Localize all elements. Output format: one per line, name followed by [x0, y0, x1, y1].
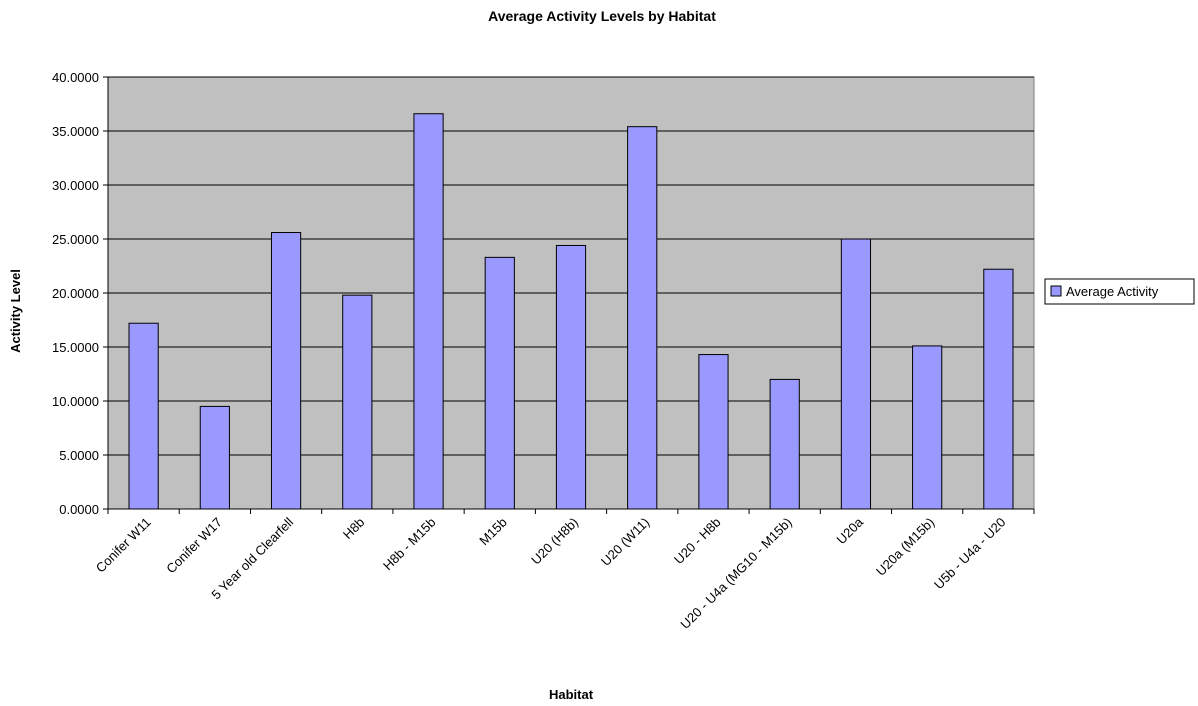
bar — [342, 294, 373, 510]
y-tick-label: 35.0000 — [52, 124, 99, 139]
y-tick-label: 5.0000 — [59, 448, 99, 463]
bar — [270, 232, 302, 510]
x-tick-label: M15b — [476, 515, 510, 549]
bars — [128, 113, 1014, 510]
x-tick-label: U20a — [833, 514, 866, 547]
x-tick-label: Conifer W17 — [163, 515, 225, 577]
bar — [555, 244, 587, 510]
bar — [840, 238, 872, 510]
x-tick-label: U5b - U4a - U20 — [931, 515, 1009, 593]
y-tick-label: 30.0000 — [52, 178, 99, 193]
y-tick-label: 10.0000 — [52, 394, 99, 409]
axes — [103, 76, 1035, 514]
y-tick-label: 40.0000 — [52, 70, 99, 85]
gridlines — [108, 76, 1034, 456]
bar — [413, 113, 444, 510]
y-tick-label: 25.0000 — [52, 232, 99, 247]
x-tick-label: U20a (M15b) — [873, 515, 937, 579]
x-tick-label: Conifer W11 — [93, 515, 154, 576]
x-tick-label: U20 - H8b — [671, 515, 724, 568]
bar — [627, 126, 658, 510]
legend: Average Activity — [1044, 278, 1195, 305]
y-tick-labels: 0.0000 5.0000 10.0000 15.0000 20.0000 25.0000… — [52, 70, 99, 517]
x-tick-label: U20 (H8b) — [528, 515, 581, 568]
bar — [128, 322, 159, 510]
bar — [983, 268, 1014, 510]
y-axis-title: Activity Level — [8, 269, 23, 353]
x-tick-label: H8b — [340, 515, 367, 542]
x-axis-title: Habitat — [549, 687, 594, 702]
chart-title: Average Activity Levels by Habitat — [488, 8, 716, 24]
y-tick-label: 0.0000 — [59, 502, 99, 517]
legend-box — [1044, 278, 1195, 305]
bar — [199, 405, 230, 510]
bar — [769, 378, 800, 510]
legend-swatch — [1050, 285, 1062, 297]
x-tick-label: U20 (W11) — [598, 515, 652, 569]
x-tick-label: H8b - M15b — [380, 515, 439, 574]
bar — [698, 354, 729, 510]
bar — [912, 345, 943, 510]
bar — [484, 256, 515, 510]
y-tick-label: 20.0000 — [52, 286, 99, 301]
y-tick-label: 15.0000 — [52, 340, 99, 355]
legend-label: Average Activity — [1066, 284, 1159, 299]
